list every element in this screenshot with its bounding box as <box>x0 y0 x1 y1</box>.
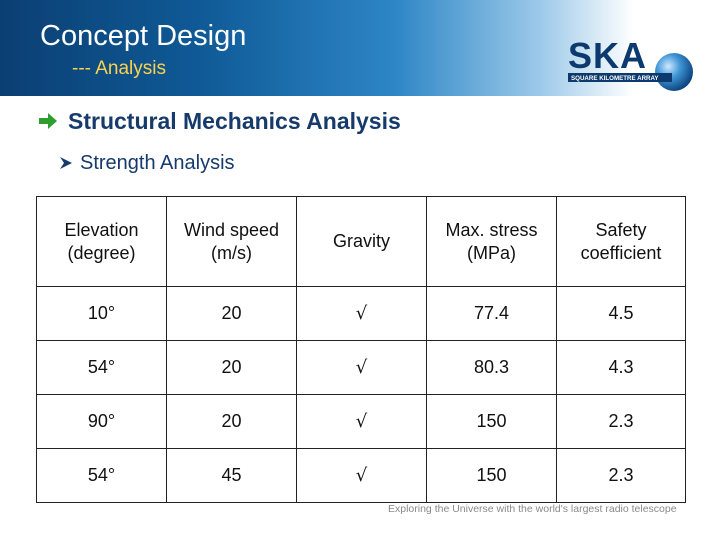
table-row: 90° 20 √ 150 2.3 <box>36 394 686 449</box>
section-title: Structural Mechanics Analysis <box>68 107 401 134</box>
table-row: 54° 20 √ 80.3 4.3 <box>36 340 686 395</box>
sub-heading: Strength Analysis <box>58 150 235 176</box>
cell-max-stress: 77.4 <box>426 286 557 341</box>
arrowhead-bullet-icon <box>60 157 72 169</box>
header-safety-coefficient: Safety coefficient <box>556 196 686 287</box>
cell-elevation: 90° <box>36 394 167 449</box>
cell-safety-coefficient: 2.3 <box>556 394 686 449</box>
cell-elevation: 54° <box>36 340 167 395</box>
slide-title: Concept Design <box>40 20 247 52</box>
cell-wind-speed: 20 <box>166 286 297 341</box>
cell-gravity: √ <box>296 394 427 449</box>
cell-max-stress: 80.3 <box>426 340 557 395</box>
section-heading: Structural Mechanics Analysis <box>38 106 401 136</box>
cell-gravity: √ <box>296 286 427 341</box>
header-gravity: Gravity <box>296 196 427 287</box>
subsection-title: Strength Analysis <box>80 151 235 174</box>
cell-elevation: 10° <box>36 286 167 341</box>
cell-safety-coefficient: 2.3 <box>556 448 686 503</box>
cell-wind-speed: 20 <box>166 340 297 395</box>
cell-wind-speed: 45 <box>166 448 297 503</box>
header-max-stress: Max. stress (MPa) <box>426 196 557 287</box>
header-elevation: Elevation (degree) <box>36 196 167 287</box>
arrow-right-icon <box>39 113 57 129</box>
logo-tagline: SQUARE KILOMETRE ARRAY <box>571 75 659 82</box>
footer-tagline: Exploring the Universe with the world's … <box>388 503 677 515</box>
slide-subtitle: --- Analysis <box>72 58 166 79</box>
cell-wind-speed: 20 <box>166 394 297 449</box>
logo-wordmark: SKA <box>568 35 647 76</box>
strength-analysis-table: Elevation (degree) Wind speed (m/s) Grav… <box>36 196 686 503</box>
table-row: 54° 45 √ 150 2.3 <box>36 448 686 503</box>
cell-safety-coefficient: 4.3 <box>556 340 686 395</box>
cell-elevation: 54° <box>36 448 167 503</box>
cell-max-stress: 150 <box>426 394 557 449</box>
cell-safety-coefficient: 4.5 <box>556 286 686 341</box>
ska-logo-icon: SKA SQUARE KILOMETRE ARRAY <box>568 35 693 91</box>
table-header-row: Elevation (degree) Wind speed (m/s) Grav… <box>36 196 686 287</box>
cell-gravity: √ <box>296 448 427 503</box>
header-wind-speed: Wind speed (m/s) <box>166 196 297 287</box>
table-row: 10° 20 √ 77.4 4.5 <box>36 286 686 341</box>
header-banner: Concept Design --- Analysis <box>0 0 720 96</box>
cell-max-stress: 150 <box>426 448 557 503</box>
cell-gravity: √ <box>296 340 427 395</box>
